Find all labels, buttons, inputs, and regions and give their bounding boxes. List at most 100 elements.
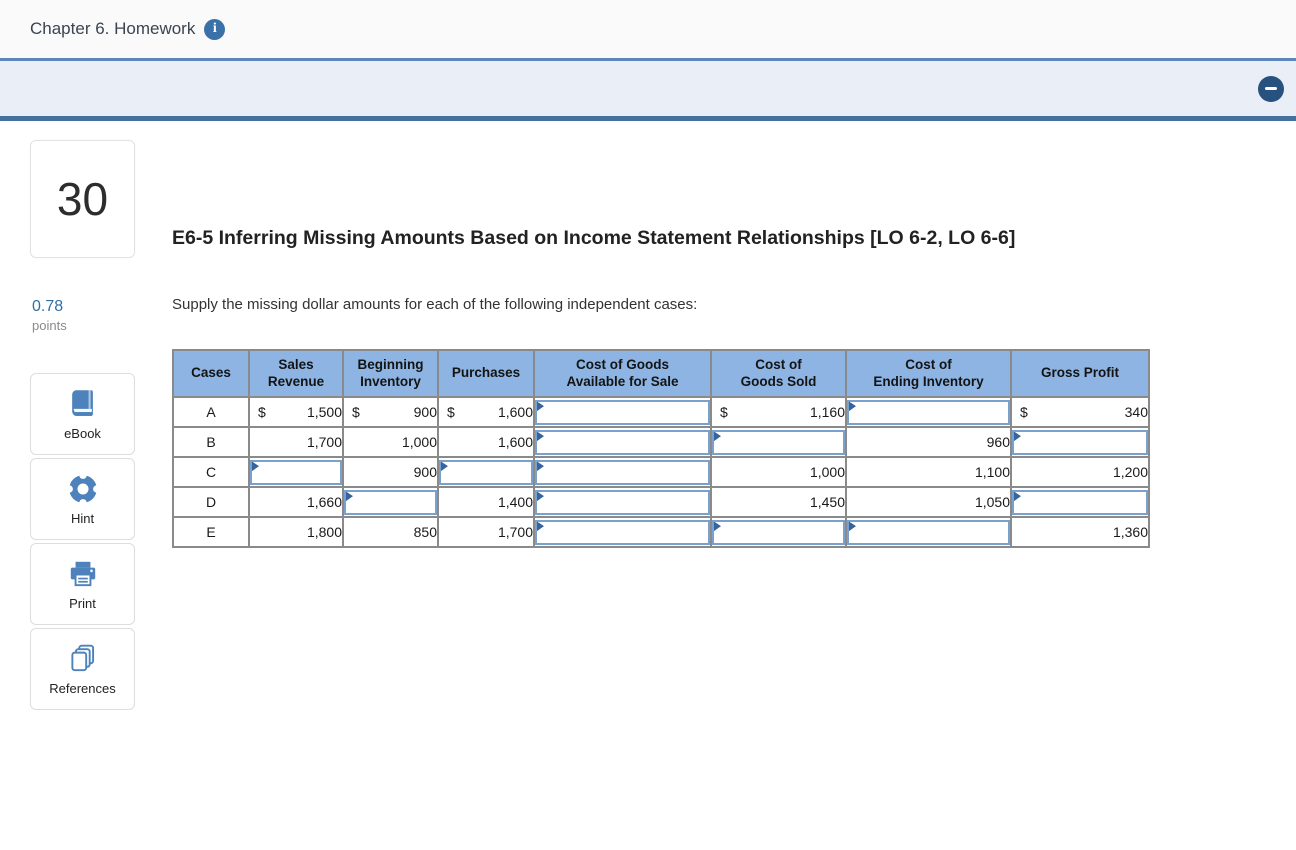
amount-input-cell: [1010, 486, 1150, 518]
amount-value: 850: [413, 524, 437, 540]
amount-input[interactable]: [535, 519, 710, 545]
amount-input-cell: [1010, 426, 1150, 458]
case-cell: E: [172, 516, 250, 548]
input-flag-icon: [537, 521, 544, 532]
minus-icon: [1265, 86, 1277, 91]
amount-input-cell: [248, 456, 344, 488]
amount-input[interactable]: [712, 429, 845, 455]
value-cell: $1,160: [710, 396, 847, 428]
question-number: 30: [56, 173, 109, 225]
references-icon: [70, 644, 94, 672]
amount-value: 1,600: [497, 404, 533, 420]
value-cell: 1,050: [845, 486, 1012, 518]
table-header-row: Cases Sales Revenue Beginning Inventory Pur…: [172, 349, 1150, 398]
amount-input-cell: [710, 516, 847, 548]
table-row: E 1,800 850 1,700 1,360: [172, 516, 1150, 548]
question-sidebar: 30 0.78 points eBook: [30, 140, 135, 713]
value-cell: 1,400: [437, 486, 535, 518]
amount-input[interactable]: [535, 489, 710, 515]
resource-tools: eBook Hint: [30, 373, 135, 710]
amount-input[interactable]: [847, 399, 1010, 425]
amount-input-cell: [845, 516, 1012, 548]
print-icon: [70, 561, 95, 587]
amount-value: 1,050: [974, 494, 1010, 510]
question-content: E6-5 Inferring Missing Amounts Based on …: [172, 140, 1232, 548]
case-cell: B: [172, 426, 250, 458]
dollar-sign: $: [352, 404, 360, 420]
value-cell: 850: [342, 516, 439, 548]
value-cell: $340: [1010, 396, 1150, 428]
input-flag-icon: [537, 491, 544, 502]
input-flag-icon: [849, 401, 856, 412]
amount-input-cell: [533, 486, 712, 518]
info-icon[interactable]: i: [204, 18, 226, 40]
input-flag-icon: [714, 521, 721, 532]
input-flag-icon: [537, 401, 544, 412]
amount-value: 900: [413, 404, 437, 420]
ebook-label: eBook: [64, 426, 101, 441]
amount-input-cell: [533, 426, 712, 458]
column-header: Cost of Ending Inventory: [845, 349, 1012, 398]
amount-input[interactable]: [535, 429, 710, 455]
value-cell: 1,200: [1010, 456, 1150, 488]
amount-input[interactable]: [439, 459, 533, 485]
topbar: Chapter 6. Homework i: [0, 0, 1296, 58]
input-flag-icon: [1014, 491, 1021, 502]
input-flag-icon: [441, 461, 448, 472]
column-header: Purchases: [437, 349, 535, 398]
amount-value: 960: [986, 434, 1010, 450]
ebook-button[interactable]: eBook: [30, 373, 135, 455]
amount-value: 1,700: [497, 524, 533, 540]
amount-input[interactable]: [847, 519, 1010, 545]
value-cell: 1,100: [845, 456, 1012, 488]
book-icon: [71, 390, 93, 416]
input-flag-icon: [849, 521, 856, 532]
amount-input[interactable]: [535, 399, 710, 425]
print-button[interactable]: Print: [30, 543, 135, 625]
value-cell: 960: [845, 426, 1012, 458]
value-cell: 1,600: [437, 426, 535, 458]
question-number-box: 30: [30, 140, 135, 258]
amount-value: 1,500: [306, 404, 342, 420]
amount-input[interactable]: [535, 459, 710, 485]
hint-button[interactable]: Hint: [30, 458, 135, 540]
hint-label: Hint: [70, 511, 95, 526]
assignment-title: Chapter 6. Homework: [30, 19, 196, 38]
amount-input-cell: [845, 396, 1012, 428]
amount-input-cell: [533, 456, 712, 488]
amount-input-cell: [710, 426, 847, 458]
column-header: Beginning Inventory: [342, 349, 439, 398]
instruction-text: Supply the missing dollar amounts for ea…: [172, 296, 698, 313]
input-flag-icon: [537, 431, 544, 442]
column-header: Sales Revenue: [248, 349, 344, 398]
amount-input-cell: [342, 486, 439, 518]
question-toolbar-band: [0, 58, 1296, 121]
dollar-sign: $: [720, 404, 728, 420]
amount-input[interactable]: [712, 519, 845, 545]
collapse-button[interactable]: [1258, 75, 1284, 102]
amount-input[interactable]: [344, 489, 437, 515]
points-value: 0.78: [32, 298, 64, 315]
exercise-title: E6-5 Inferring Missing Amounts Based on …: [172, 227, 1016, 249]
value-cell: 1,450: [710, 486, 847, 518]
amount-value: 1,000: [809, 464, 845, 480]
column-header: Gross Profit: [1010, 349, 1150, 398]
amount-value: 1,200: [1112, 464, 1148, 480]
amount-input[interactable]: [250, 459, 342, 485]
table-row: B 1,700 1,000 1,600 960: [172, 426, 1150, 458]
value-cell: 1,700: [248, 426, 344, 458]
references-button[interactable]: References: [30, 628, 135, 710]
hint-icon: [65, 472, 100, 506]
case-cell: A: [172, 396, 250, 428]
input-flag-icon: [714, 431, 721, 442]
amount-value: 340: [1124, 404, 1148, 420]
references-label: References: [49, 681, 116, 696]
amount-input[interactable]: [1012, 429, 1148, 455]
value-cell: $1,500: [248, 396, 344, 428]
points-label: points: [32, 318, 67, 333]
amount-input[interactable]: [1012, 489, 1148, 515]
table-row: C 900 1,000 1,100 1,200: [172, 456, 1150, 488]
value-cell: 1,800: [248, 516, 344, 548]
value-cell: 1,700: [437, 516, 535, 548]
case-cell: C: [172, 456, 250, 488]
